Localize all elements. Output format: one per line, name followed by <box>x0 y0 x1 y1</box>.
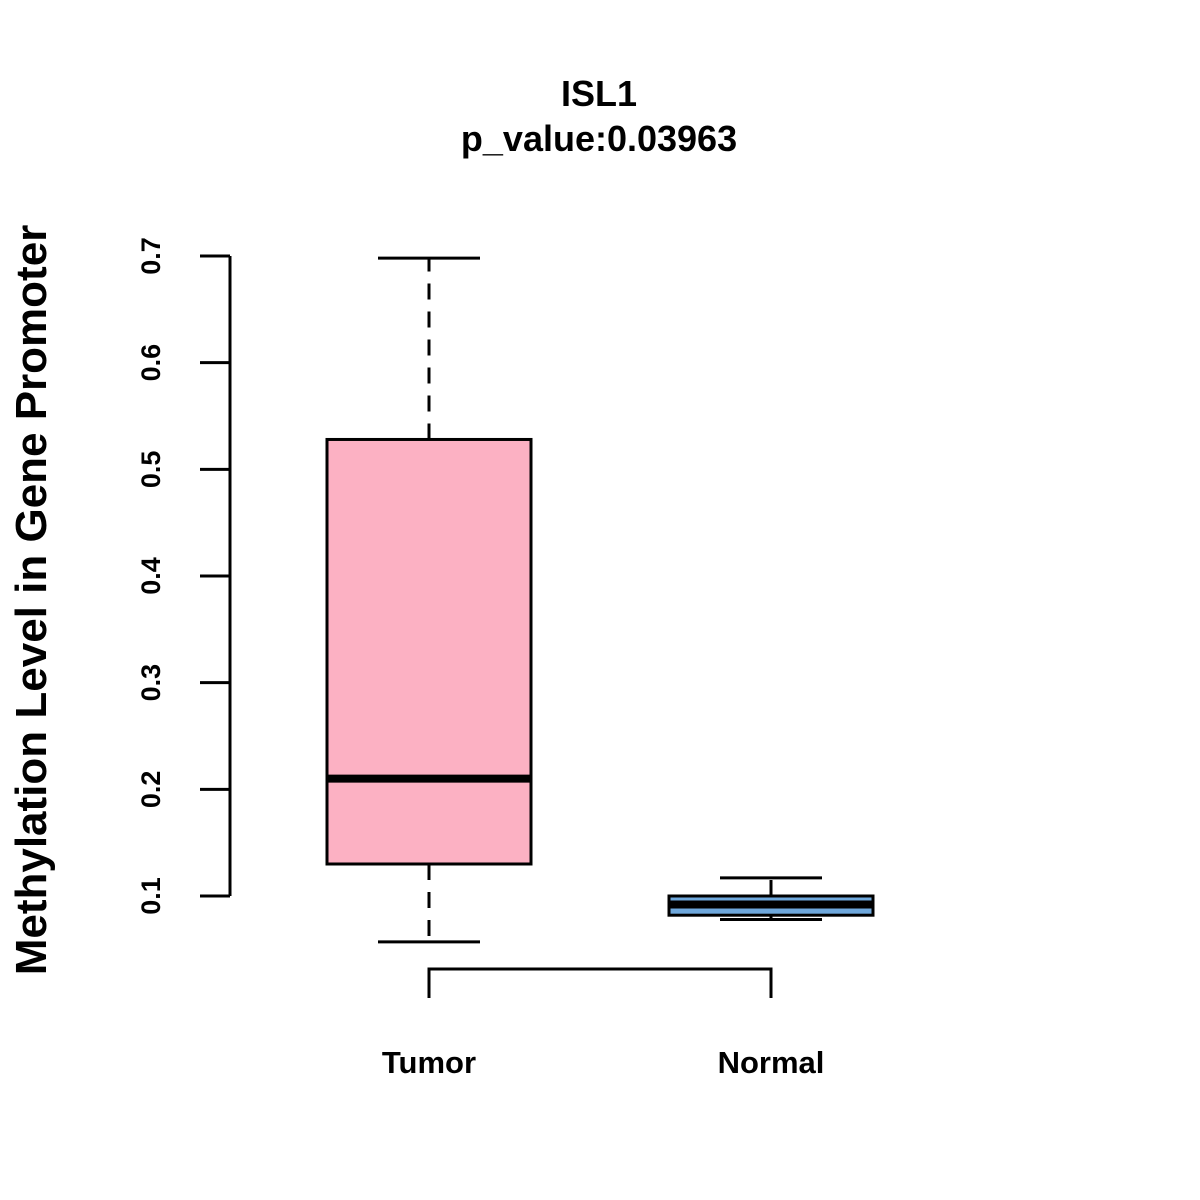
y-axis-label: Methylation Level in Gene Promoter <box>7 225 56 976</box>
iqr-box <box>325 437 533 866</box>
y-axis: 0.1 0.2 0.3 0.4 0.5 0.6 0.7 <box>136 237 232 915</box>
x-label-tumor: Tumor <box>382 1045 476 1080</box>
y-tick-label: 0.1 <box>136 877 166 915</box>
chart-title: ISL1 <box>561 73 637 114</box>
box-normal <box>667 876 875 921</box>
comparison-bracket <box>427 967 773 998</box>
chart-subtitle: p_value:0.03963 <box>461 118 737 159</box>
y-tick-label: 0.3 <box>136 664 166 702</box>
boxes <box>325 256 875 944</box>
x-label-normal: Normal <box>718 1045 825 1080</box>
y-tick-label: 0.6 <box>136 344 166 382</box>
box-tumor <box>325 256 533 944</box>
bracket-line <box>427 967 773 998</box>
x-axis-labels: Tumor Normal <box>382 1045 824 1080</box>
y-tick-label: 0.5 <box>136 451 166 489</box>
y-tick-label: 0.7 <box>136 237 166 275</box>
y-tick-label: 0.2 <box>136 771 166 809</box>
y-tick-label: 0.4 <box>136 557 166 595</box>
